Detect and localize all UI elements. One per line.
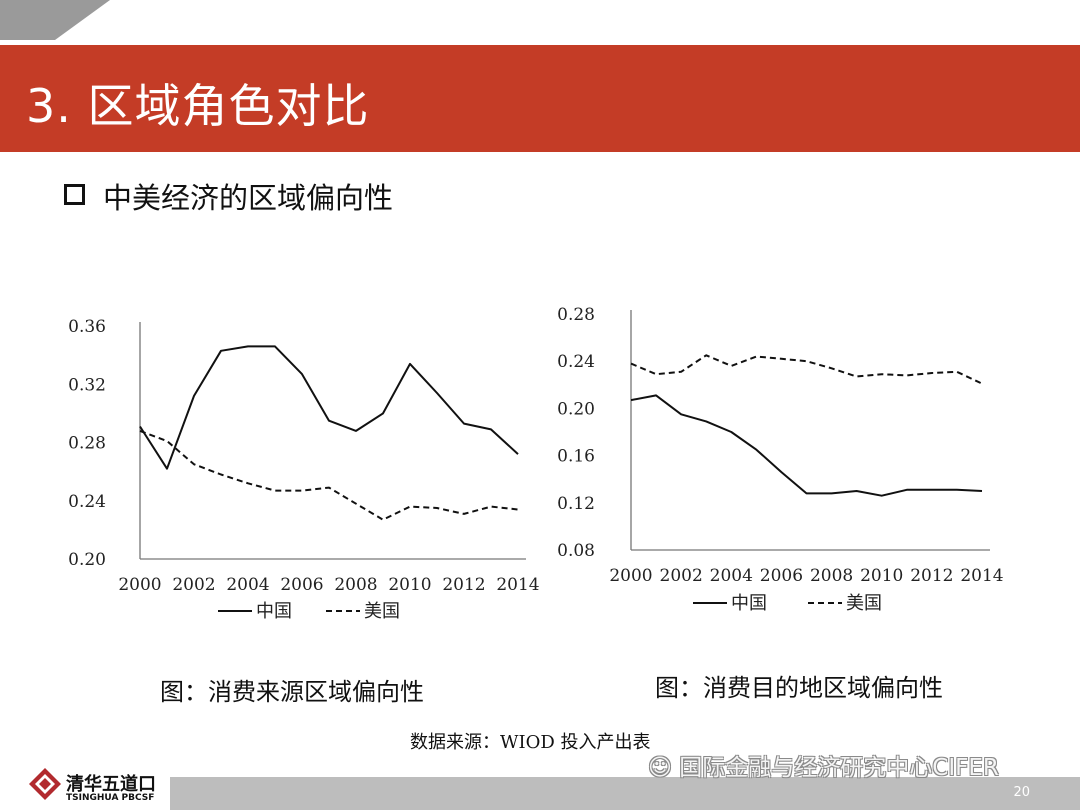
y-tick-label: 0.12 xyxy=(557,494,595,514)
x-tick-label: 2008 xyxy=(334,575,377,595)
bullet-square-icon xyxy=(64,184,85,205)
title-bar xyxy=(0,45,1080,152)
page-title: 3. 区域角色对比 xyxy=(26,79,370,133)
page-number: 20 xyxy=(1013,785,1030,800)
y-tick-label: 0.20 xyxy=(557,399,595,419)
logo-icon xyxy=(29,768,61,800)
y-tick-label: 0.08 xyxy=(557,541,595,561)
x-tick-label: 2004 xyxy=(710,566,753,586)
x-tick-label: 2008 xyxy=(810,566,853,586)
series-line-china xyxy=(630,394,983,497)
y-tick-label: 0.24 xyxy=(68,492,106,512)
series-line-usa xyxy=(630,354,983,385)
corner-stripe xyxy=(0,0,110,40)
watermark: ☺ 国际金融与经济研究中心CIFER xyxy=(648,748,999,782)
x-tick-label: 2006 xyxy=(280,575,323,595)
chart-consumption-destination: 0.08 0.12 0.16 0.20 0.24 0.28 2000 2002 2004 2006… xyxy=(557,305,1003,614)
legend-label-china: 中国 xyxy=(256,601,292,622)
x-tick-label: 2012 xyxy=(910,566,953,586)
x-tick-label: 2010 xyxy=(860,566,903,586)
x-tick-label: 2002 xyxy=(660,566,703,586)
y-tick-label: 0.28 xyxy=(557,305,595,325)
wechat-icon: ☺ xyxy=(648,755,672,781)
legend-label-usa: 美国 xyxy=(846,593,882,614)
x-tick-label: 2014 xyxy=(960,566,1003,586)
x-tick-label: 2002 xyxy=(172,575,215,595)
legend-label-usa: 美国 xyxy=(364,601,400,622)
watermark-text: 国际金融与经济研究中心CIFER xyxy=(679,755,999,781)
y-tick-label: 0.16 xyxy=(557,447,595,467)
y-tick-label: 0.32 xyxy=(68,375,106,395)
footer-bar xyxy=(170,777,1080,810)
series-line-china xyxy=(139,345,519,470)
chart-consumption-source: 0.20 0.24 0.28 0.32 0.36 2000 2002 2004 2006 2008… xyxy=(68,317,539,622)
caption-left: 图：消费来源区域偏向性 xyxy=(160,678,424,706)
logo-text-en: TSINGHUA PBCSF xyxy=(66,793,155,803)
caption-right: 图：消费目的地区域偏向性 xyxy=(655,674,943,702)
logo-text-cn: 清华五道口 xyxy=(66,774,156,795)
y-tick-label: 0.36 xyxy=(68,317,106,337)
x-tick-label: 2014 xyxy=(496,575,539,595)
y-tick-label: 0.20 xyxy=(68,550,106,570)
y-tick-label: 0.24 xyxy=(557,352,595,372)
x-tick-label: 2000 xyxy=(118,575,161,595)
series-line-usa xyxy=(139,429,519,521)
slide-subtitle: 中美经济的区域偏向性 xyxy=(103,181,394,215)
x-tick-label: 2012 xyxy=(442,575,485,595)
legend-label-china: 中国 xyxy=(731,593,767,614)
y-tick-label: 0.28 xyxy=(68,434,106,454)
x-tick-label: 2004 xyxy=(226,575,269,595)
x-tick-label: 2010 xyxy=(388,575,431,595)
data-source: 数据来源：WIOD 投入产出表 xyxy=(410,732,651,753)
x-tick-label: 2006 xyxy=(760,566,803,586)
x-tick-label: 2000 xyxy=(609,566,652,586)
